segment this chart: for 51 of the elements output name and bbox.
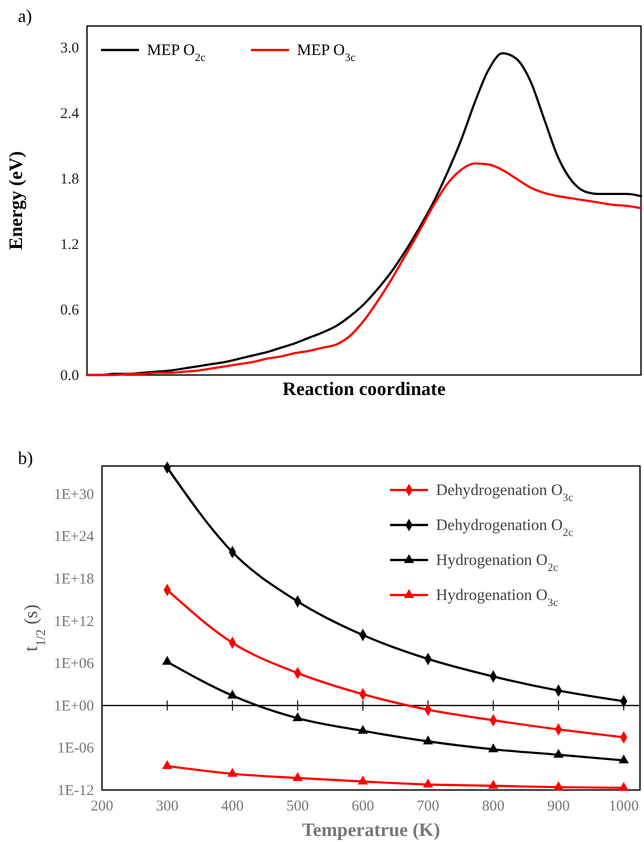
y-tick-label: 1E-06	[57, 740, 94, 757]
legend-label: Hydrogenation O$_{3c}$	[436, 587, 558, 609]
x-tick-label: 400	[221, 798, 244, 815]
x-tick-label: 1000	[608, 798, 639, 815]
point	[227, 768, 238, 777]
point	[422, 735, 434, 744]
y-tick-label: 1.8	[60, 171, 79, 188]
x-tick-label: 600	[352, 798, 374, 815]
point	[422, 778, 434, 788]
point	[292, 772, 303, 781]
x-tick-label: 800	[482, 798, 505, 815]
text: a)	[18, 6, 32, 26]
y-tick-label: 1E+24	[54, 529, 94, 546]
point	[162, 760, 172, 770]
text: b)	[18, 448, 33, 468]
point	[618, 754, 629, 764]
y-axis-title: Energy (eV)	[6, 151, 27, 250]
legend-label: Dehydrogenation O$_{2c}$	[436, 517, 574, 539]
x-tick-label: 500	[286, 798, 309, 815]
point	[618, 782, 629, 791]
y-tick-label: 1E+00	[54, 698, 94, 714]
legend-label: Hydrogenation O$_{2c}$	[436, 552, 558, 574]
y-tick-label: 1E+06	[54, 656, 94, 672]
x-axis-title: Temperatrue (K)	[302, 820, 440, 841]
y-tick-label: 1E-12	[57, 782, 94, 799]
point	[553, 781, 564, 790]
point	[162, 656, 172, 665]
y-tick-label: 0.0	[60, 368, 79, 384]
legend-label: Dehydrogenation O$_{3c}$	[436, 482, 574, 504]
y-tick-label: 2.4	[60, 106, 80, 122]
legend-label: MEP O$_{2c}$	[147, 42, 206, 64]
x-tick-label: 900	[547, 798, 570, 815]
point	[358, 724, 368, 734]
x-tick-label: 200	[90, 798, 114, 815]
x-tick-label: 300	[156, 798, 178, 815]
y-tick-label: 1.2	[60, 236, 79, 253]
y-tick-label: 1E+12	[54, 614, 94, 630]
legend-label: MEP O$_{3c}$	[297, 42, 356, 64]
point	[488, 780, 498, 789]
point	[488, 743, 498, 752]
point	[358, 776, 368, 784]
x-axis-title: Reaction coordinate	[282, 379, 446, 400]
point	[553, 748, 564, 758]
y-tick-label: 1E+18	[54, 571, 94, 588]
y-tick-label: 3.0	[60, 40, 79, 57]
point	[292, 712, 303, 722]
line-series	[86, 162, 642, 376]
y-tick-label: 1E+30	[54, 486, 94, 503]
y-tick-label: 0.6	[60, 302, 80, 318]
x-tick-label: 700	[416, 798, 440, 815]
point	[227, 690, 238, 699]
